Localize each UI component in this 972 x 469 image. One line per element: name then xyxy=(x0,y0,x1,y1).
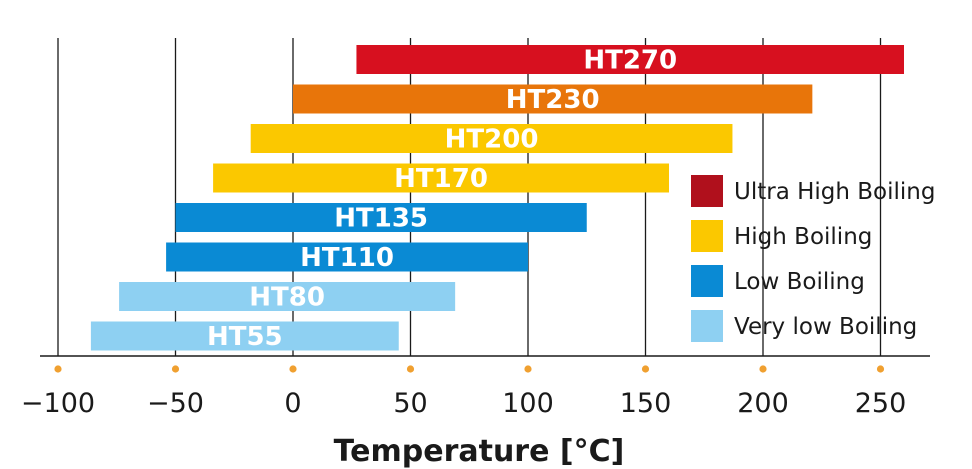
legend: Ultra High Boiling High Boiling Low Boilin… xyxy=(691,175,935,342)
tick-marker xyxy=(289,365,297,373)
legend-label: Low Boiling xyxy=(734,269,865,295)
bar-label: HT110 xyxy=(300,243,394,273)
x-axis-title: Temperature [°C] xyxy=(334,434,625,469)
x-tick-label: 250 xyxy=(855,388,907,419)
tick-marker xyxy=(406,365,415,373)
x-tick-label: −50 xyxy=(147,388,204,419)
x-tick-label: 150 xyxy=(620,388,672,419)
x-tick-label: 50 xyxy=(393,388,427,419)
tick-marker xyxy=(171,365,180,373)
legend-swatch xyxy=(691,265,723,297)
legend-swatch xyxy=(691,220,723,252)
legend-swatch xyxy=(691,310,723,342)
bar-label: HT270 xyxy=(583,46,677,76)
tick-marker xyxy=(54,365,62,373)
legend-label: High Boiling xyxy=(734,224,872,250)
x-tick-label: 200 xyxy=(737,388,789,419)
bar-label: HT80 xyxy=(249,283,325,313)
bar-ht270 xyxy=(356,45,904,74)
bar-ht80 xyxy=(119,282,456,311)
x-tick-label: 0 xyxy=(284,388,301,419)
bar-label: HT135 xyxy=(334,204,428,234)
tick-marker xyxy=(641,365,650,373)
bar-ht110 xyxy=(166,242,528,272)
bar-label: HT170 xyxy=(394,164,488,194)
x-tick-label: 100 xyxy=(502,388,554,419)
bar-ht170 xyxy=(213,163,669,193)
x-tick-label: −100 xyxy=(21,388,95,419)
legend-swatch xyxy=(691,175,723,207)
bar-ht230 xyxy=(293,84,813,114)
tick-marker xyxy=(876,365,885,373)
tick-marker xyxy=(524,365,532,373)
bar-ht55 xyxy=(90,321,399,351)
legend-label: Ultra High Boiling xyxy=(734,179,935,205)
legend-label: Very low Boiling xyxy=(734,314,917,340)
x-axis-ticks: −100 −50 0 50 100 150 200 250 xyxy=(21,365,906,419)
bar-label: HT55 xyxy=(207,322,283,352)
bar-ht200 xyxy=(250,124,733,153)
bar-label: HT230 xyxy=(506,85,600,115)
bar-label: HT200 xyxy=(445,125,539,155)
tick-marker xyxy=(759,365,767,373)
bar-ht135 xyxy=(175,203,587,232)
bars: HT270 HT230 HT200 HT170 HT135 HT110 HT80 HT55 xyxy=(90,45,904,352)
